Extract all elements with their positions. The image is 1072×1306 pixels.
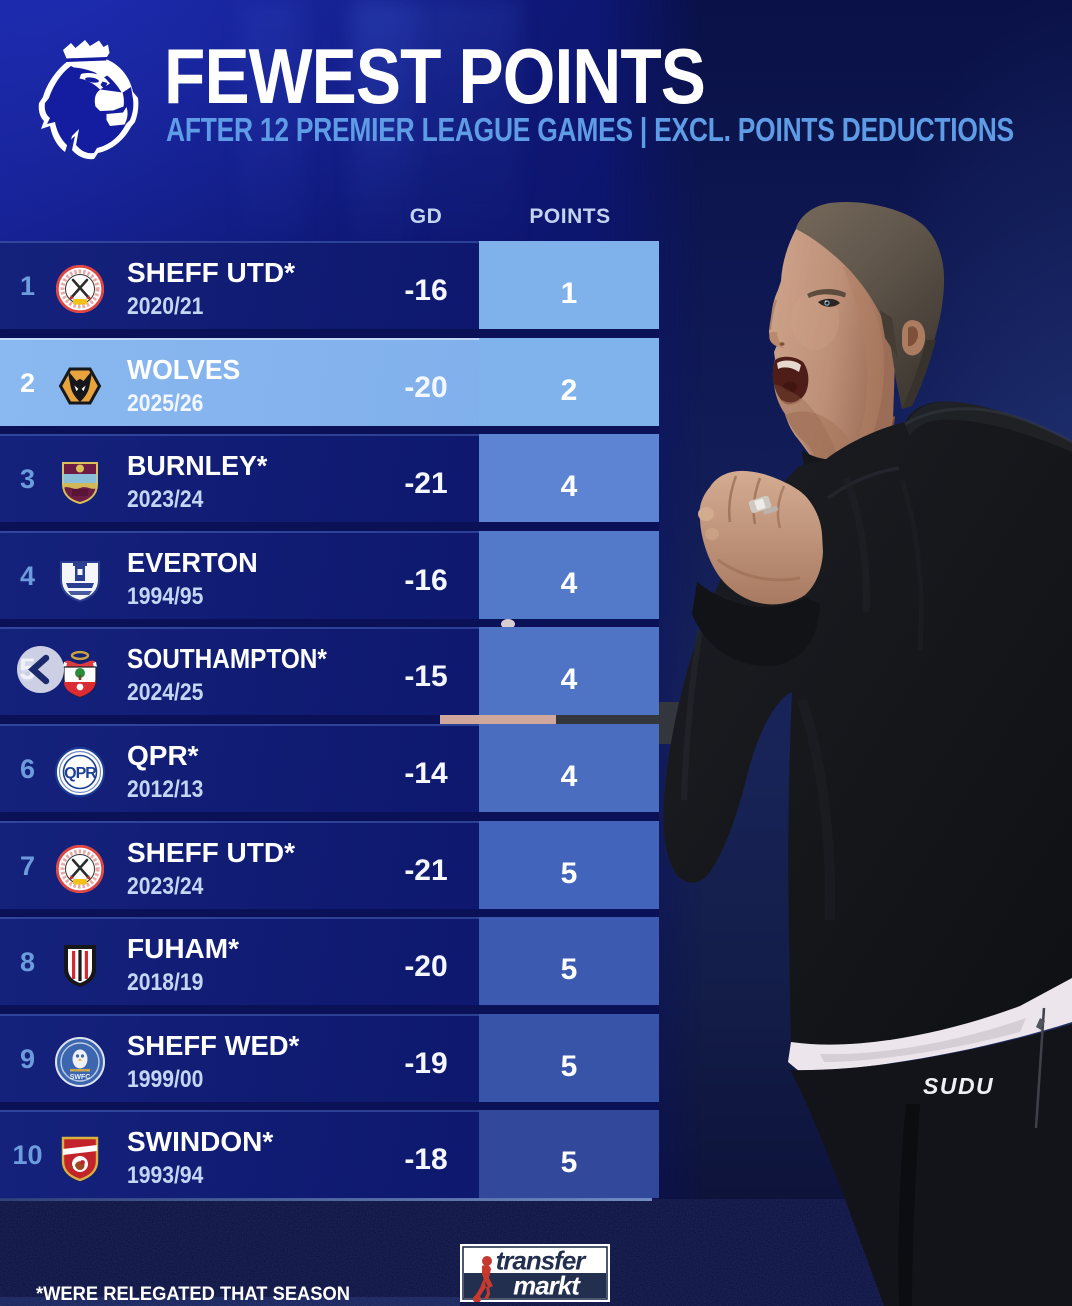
- svg-text:SWFC: SWFC: [70, 1074, 91, 1081]
- svg-text:markt: markt: [513, 1271, 581, 1301]
- svg-text:transfer: transfer: [496, 1246, 588, 1276]
- svg-text:SUDU: SUDU: [923, 1073, 994, 1099]
- svg-text:QPR: QPR: [64, 765, 97, 782]
